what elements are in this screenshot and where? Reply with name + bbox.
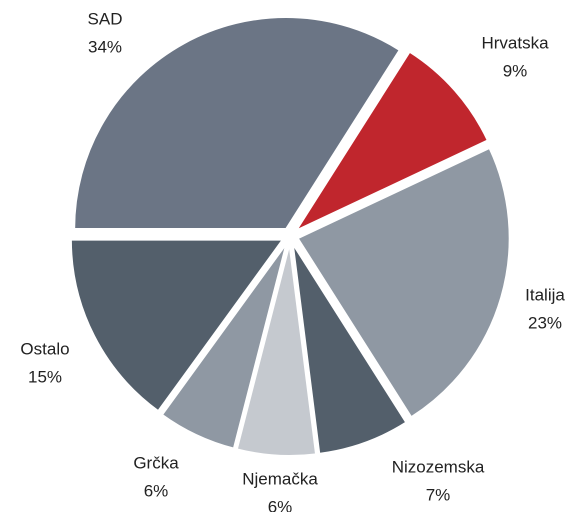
slice-label: Grčka [133, 453, 179, 472]
slice-value-label: 9% [503, 61, 528, 80]
slice-value-label: 23% [528, 313, 562, 332]
slice-value-label: 6% [144, 481, 169, 500]
pie-slice [160, 242, 288, 450]
slice-label: Italija [525, 285, 565, 304]
pie-slice [73, 15, 402, 230]
pie-slice [293, 50, 490, 234]
slice-label: SAD [88, 9, 123, 28]
slice-value-label: 15% [28, 367, 62, 386]
slice-value-label: 7% [426, 485, 451, 504]
slice-value-label: 6% [268, 497, 293, 512]
slice-label: Nizozemska [392, 457, 485, 476]
pie-slice [235, 243, 318, 457]
slice-label: Hrvatska [481, 33, 549, 52]
slice-label: Ostalo [20, 339, 69, 358]
pie-slice [296, 146, 511, 419]
pie-slice [291, 242, 408, 455]
slice-label: Njemačka [242, 469, 318, 488]
slice-value-label: 34% [88, 37, 122, 56]
pie-slice [69, 238, 285, 413]
